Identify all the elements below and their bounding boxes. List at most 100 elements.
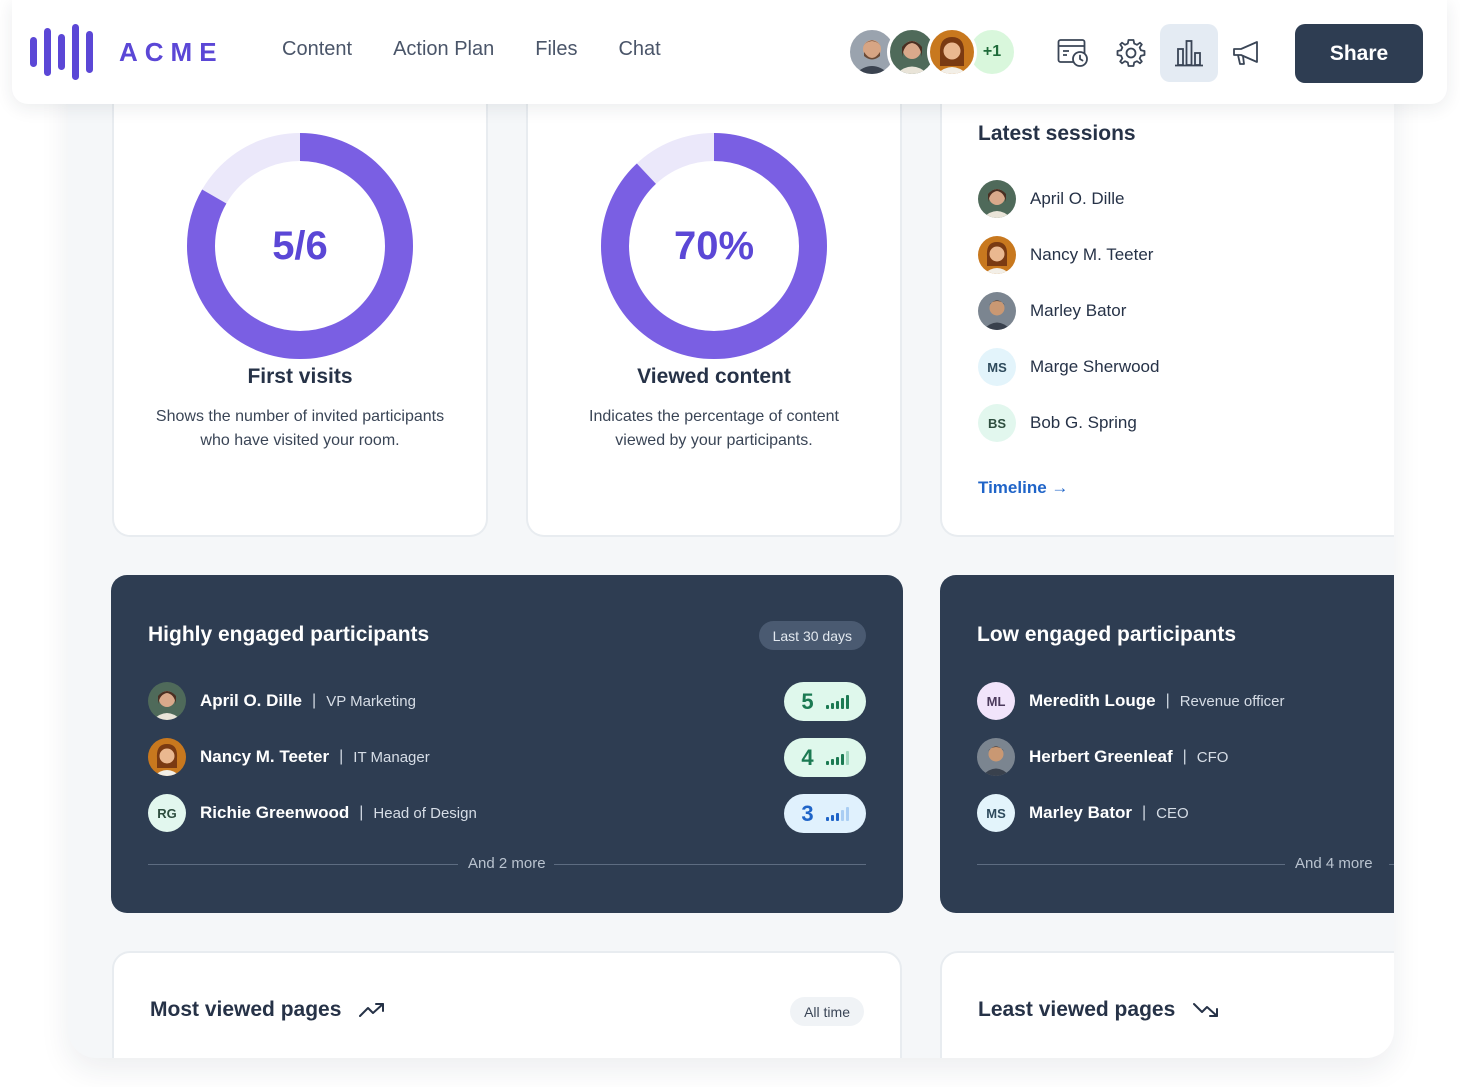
avatar bbox=[978, 292, 1016, 330]
engagement-score: 3 bbox=[784, 794, 866, 833]
viewed-content-ring bbox=[601, 133, 827, 359]
score-value: 3 bbox=[801, 800, 814, 826]
session-name: Bob G. Spring bbox=[1030, 413, 1137, 432]
avatar-initials: BS bbox=[978, 404, 1016, 442]
analytics-button[interactable] bbox=[1160, 24, 1218, 82]
person-photo-icon bbox=[896, 41, 928, 74]
analytics-board: 5/6 First visits Shows the number of inv… bbox=[68, 60, 1394, 1058]
person-photo-icon bbox=[984, 242, 1010, 274]
period-filter[interactable]: All time bbox=[790, 997, 864, 1026]
participant-row[interactable]: Nancy M. Teeter | IT Manager bbox=[148, 738, 430, 776]
viewed-content-description: Indicates the percentage of content view… bbox=[528, 405, 900, 453]
divider-line bbox=[977, 864, 1285, 865]
settings-button[interactable] bbox=[1102, 24, 1160, 82]
score-value: 5 bbox=[801, 688, 814, 714]
divider-line bbox=[1389, 864, 1394, 865]
highly-engaged-title: Highly engaged participants bbox=[148, 623, 430, 646]
signal-bars-icon bbox=[825, 806, 849, 821]
logo-mark-icon bbox=[30, 22, 93, 82]
share-button[interactable]: Share bbox=[1295, 24, 1423, 83]
session-name: April O. Dille bbox=[1030, 189, 1125, 208]
viewed-content-description-text: Indicates the percentage of content view… bbox=[589, 408, 839, 449]
avatar bbox=[927, 27, 977, 77]
person-photo-icon bbox=[982, 746, 1010, 776]
session-row[interactable]: BS Bob G. Spring bbox=[978, 404, 1137, 442]
viewed-content-card: 70% Viewed content Indicates the percent… bbox=[526, 80, 902, 537]
participant-name: Marley Bator bbox=[1029, 803, 1132, 822]
gear-icon bbox=[1116, 39, 1146, 67]
person-photo-icon bbox=[937, 37, 967, 74]
nav-files[interactable]: Files bbox=[535, 38, 578, 60]
participant-role: VP Marketing bbox=[326, 692, 416, 710]
session-name: Nancy M. Teeter bbox=[1030, 245, 1154, 264]
participant-row[interactable]: Herbert Greenleaf | CFO bbox=[977, 738, 1228, 776]
session-row[interactable]: MS Marge Sherwood bbox=[978, 348, 1159, 386]
participant-name: Meredith Louge bbox=[1029, 691, 1156, 710]
person-photo-icon bbox=[154, 744, 180, 776]
person-photo-icon bbox=[983, 300, 1011, 330]
session-row[interactable]: Marley Bator bbox=[978, 292, 1126, 330]
acme-logo[interactable]: ACME bbox=[30, 22, 224, 82]
avatar-initials: ML bbox=[977, 682, 1015, 720]
separator: | bbox=[359, 804, 364, 821]
first-visits-donut: 5/6 bbox=[186, 132, 414, 360]
ring-progress bbox=[187, 133, 413, 359]
least-viewed-title: Least viewed pages bbox=[978, 998, 1219, 1022]
viewed-content-donut: 70% bbox=[600, 132, 828, 360]
least-viewed-title-text: Least viewed pages bbox=[978, 998, 1176, 1021]
avatar-initials: MS bbox=[978, 348, 1016, 386]
trend-up-icon bbox=[359, 1003, 385, 1017]
avatar bbox=[148, 738, 186, 776]
main-nav: Content Action Plan Files Chat bbox=[282, 38, 661, 61]
announcements-button[interactable] bbox=[1218, 24, 1276, 82]
session-row[interactable]: April O. Dille bbox=[978, 180, 1124, 218]
engagement-score: 4 bbox=[784, 738, 866, 777]
participant-row[interactable]: April O. Dille | VP Marketing bbox=[148, 682, 416, 720]
participant-row[interactable]: MS Marley Bator | CEO bbox=[977, 794, 1189, 832]
more-divider: And 4 more bbox=[977, 855, 1394, 872]
first-visits-value: 5/6 bbox=[272, 223, 328, 268]
first-visits-description: Shows the number of invited participants… bbox=[114, 405, 486, 453]
trend-down-icon bbox=[1193, 1003, 1219, 1017]
session-name: Marge Sherwood bbox=[1030, 357, 1160, 376]
participant-row[interactable]: ML Meredith Louge | Revenue officer bbox=[977, 682, 1285, 720]
viewed-content-title: Viewed content bbox=[637, 365, 791, 388]
schedule-button[interactable] bbox=[1044, 24, 1102, 82]
first-visits-description-text: Shows the number of invited participants… bbox=[155, 408, 445, 449]
participant-role: IT Manager bbox=[353, 748, 430, 766]
most-viewed-title: Most viewed pages bbox=[150, 998, 385, 1022]
participant-name: Richie Greenwood bbox=[200, 803, 350, 822]
avatar bbox=[978, 180, 1016, 218]
session-row[interactable]: Nancy M. Teeter bbox=[978, 236, 1153, 274]
period-filter[interactable]: Last 30 days bbox=[758, 621, 866, 650]
first-visits-card: 5/6 First visits Shows the number of inv… bbox=[112, 80, 488, 537]
first-visits-title: First visits bbox=[247, 365, 353, 388]
avatar bbox=[148, 682, 186, 720]
participant-avatars[interactable]: +1 bbox=[847, 27, 1017, 77]
timeline-link[interactable]: Timeline → bbox=[978, 478, 1069, 497]
more-divider: And 2 more bbox=[148, 855, 866, 872]
participant-role: Head of Design bbox=[373, 804, 477, 822]
schedule-icon bbox=[1057, 39, 1088, 67]
person-photo-icon bbox=[983, 189, 1011, 218]
most-viewed-title-text: Most viewed pages bbox=[150, 998, 342, 1021]
avatar bbox=[978, 236, 1016, 274]
avatar bbox=[977, 738, 1015, 776]
nav-action-plan[interactable]: Action Plan bbox=[393, 38, 495, 60]
person-photo-icon bbox=[153, 691, 181, 720]
participant-role: CEO bbox=[1156, 804, 1189, 822]
more-count[interactable]: And 4 more bbox=[1287, 855, 1381, 872]
separator: | bbox=[1165, 692, 1170, 709]
signal-bars-icon bbox=[825, 750, 849, 765]
participant-name: Nancy M. Teeter bbox=[200, 747, 330, 766]
separator: | bbox=[1141, 804, 1147, 821]
participant-row[interactable]: RG Richie Greenwood | Head of Design bbox=[148, 794, 477, 832]
score-value: 4 bbox=[801, 744, 814, 770]
nav-chat[interactable]: Chat bbox=[618, 38, 661, 60]
more-count[interactable]: And 2 more bbox=[460, 855, 554, 872]
most-viewed-card: Most viewed pages All time bbox=[112, 951, 902, 1058]
session-name: Marley Bator bbox=[1030, 301, 1127, 320]
nav-content[interactable]: Content bbox=[282, 38, 353, 60]
highly-engaged-panel: Highly engaged participants Last 30 days… bbox=[111, 575, 903, 913]
